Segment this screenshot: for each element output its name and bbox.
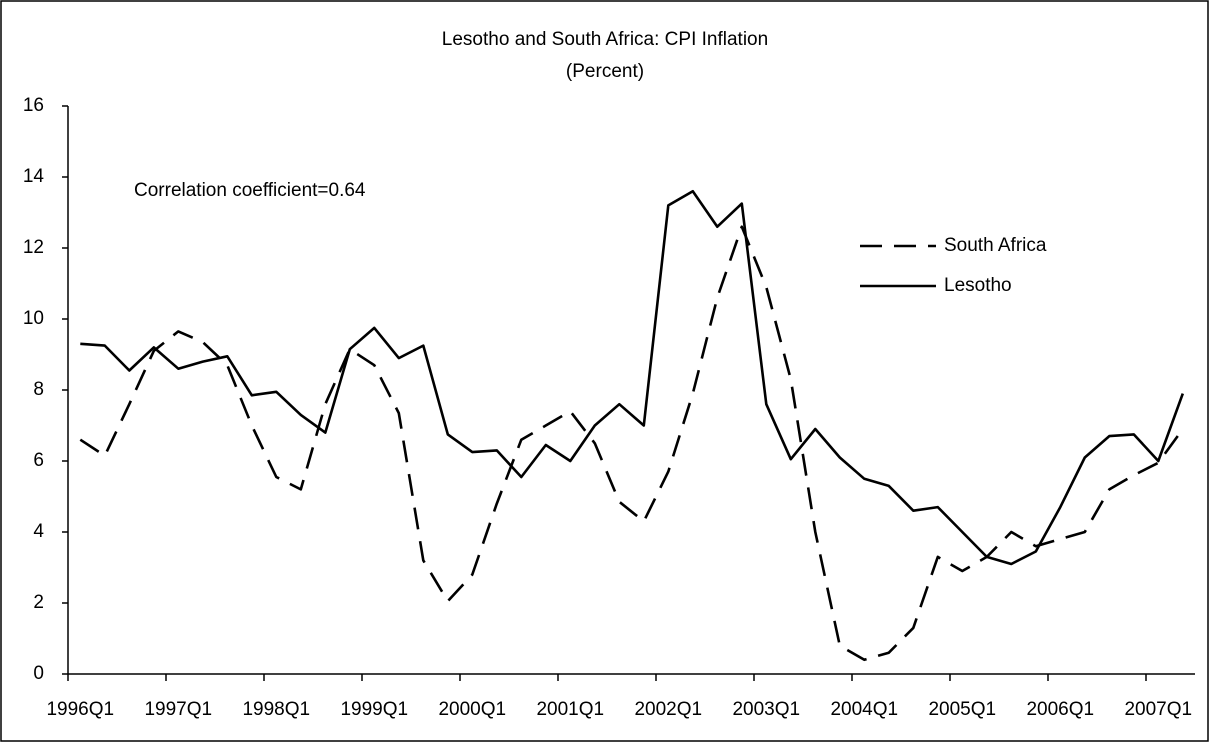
x-tick-label: 2002Q1 — [634, 699, 702, 720]
x-tick-label: 1996Q1 — [46, 699, 114, 720]
y-tick-label: 8 — [33, 379, 44, 400]
legend-label: South Africa — [944, 235, 1047, 256]
chart-title: Lesotho and South Africa: CPI Inflation — [442, 29, 768, 50]
y-tick-label: 16 — [23, 95, 44, 116]
annotation: Correlation coefficient=0.64 — [134, 180, 366, 201]
y-tick-label: 0 — [33, 663, 44, 684]
x-tick-label: 2006Q1 — [1026, 699, 1094, 720]
legend-label: Lesotho — [944, 275, 1012, 296]
chart-subtitle: (Percent) — [566, 61, 644, 82]
y-tick-label: 10 — [23, 308, 44, 329]
x-tick-label: 2001Q1 — [536, 699, 604, 720]
x-tick-label: 1998Q1 — [242, 699, 310, 720]
y-tick-label: 6 — [33, 450, 44, 471]
x-tick-label: 2003Q1 — [732, 699, 800, 720]
x-tick-label: 2005Q1 — [928, 699, 996, 720]
x-tick-label: 2007Q1 — [1124, 699, 1192, 720]
line-series — [79, 225, 1184, 662]
y-tick-label: 4 — [33, 521, 44, 542]
x-tick-label: 2004Q1 — [830, 699, 898, 720]
y-tick-label: 14 — [23, 166, 45, 187]
x-tick-label: 2000Q1 — [438, 699, 506, 720]
x-tick-label: 1997Q1 — [144, 699, 212, 720]
y-tick-label: 12 — [23, 237, 44, 258]
x-tick-label: 1999Q1 — [340, 699, 408, 720]
line-series — [80, 189, 1185, 566]
y-tick-label: 2 — [33, 592, 44, 613]
